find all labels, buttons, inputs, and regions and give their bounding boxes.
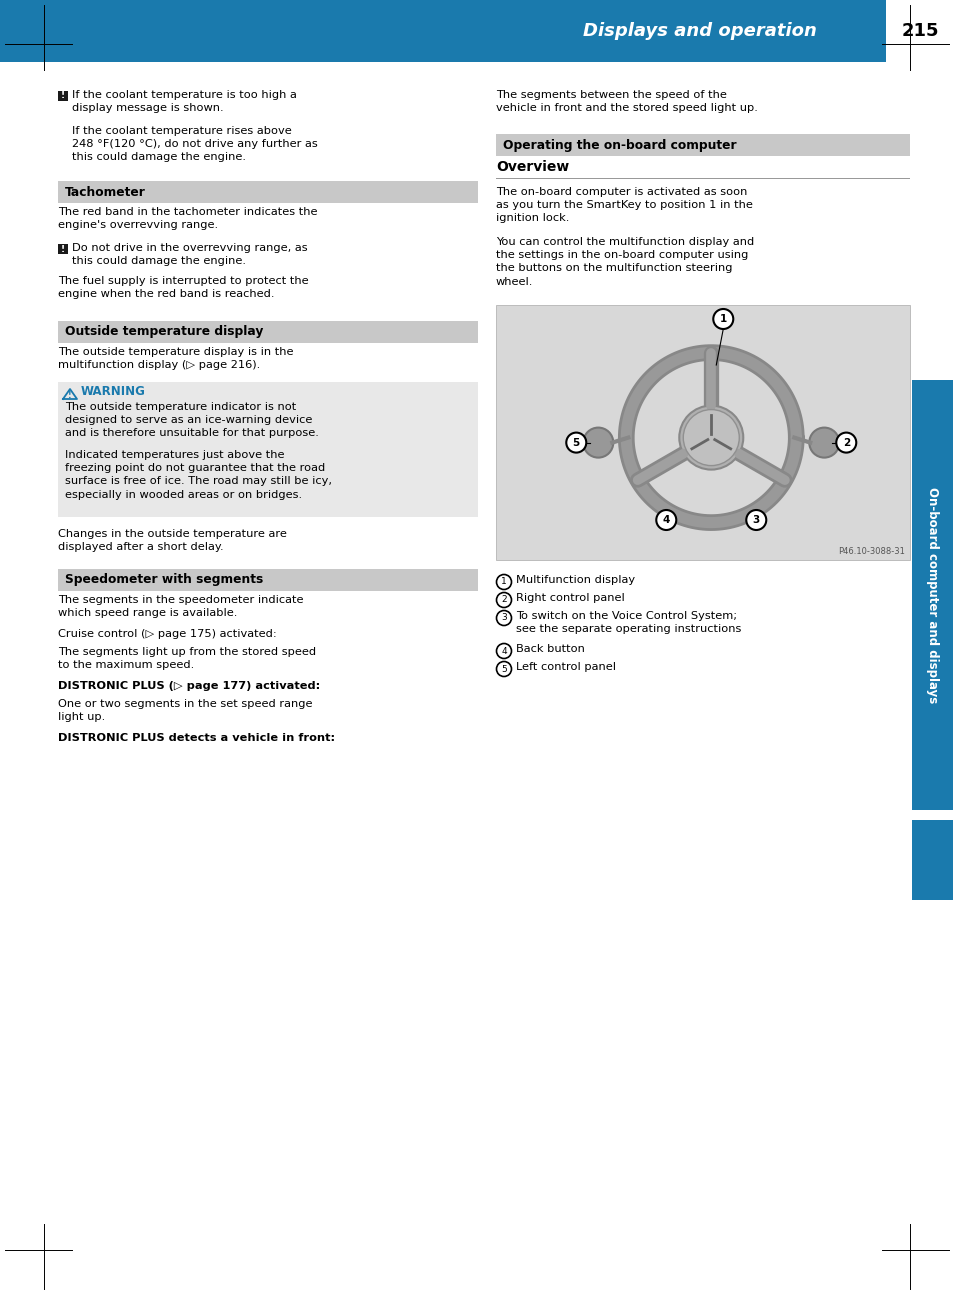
Text: 3: 3	[500, 613, 506, 622]
Text: Operating the on-board computer: Operating the on-board computer	[502, 138, 736, 151]
Bar	[885, 0, 887, 62]
Text: The outside temperature display is in the
multifunction display (▷ page 216).: The outside temperature display is in th…	[58, 347, 294, 370]
Text: Cruise control (▷ page 175) activated:: Cruise control (▷ page 175) activated:	[58, 629, 276, 639]
Text: Do not drive in the overrevving range, as
this could damage the engine.: Do not drive in the overrevving range, a…	[71, 243, 307, 267]
Circle shape	[496, 611, 511, 625]
Text: If the coolant temperature is too high a
display message is shown.: If the coolant temperature is too high a…	[71, 91, 296, 113]
Text: 215: 215	[901, 22, 938, 40]
Circle shape	[713, 309, 733, 329]
Circle shape	[745, 510, 765, 531]
Bar	[911, 380, 953, 810]
Bar	[58, 181, 477, 203]
Text: 1: 1	[719, 314, 726, 324]
Circle shape	[566, 432, 586, 453]
Text: One or two segments in the set speed range
light up.: One or two segments in the set speed ran…	[58, 699, 313, 722]
Bar	[58, 569, 477, 591]
Text: The segments light up from the stored speed
to the maximum speed.: The segments light up from the stored sp…	[58, 647, 315, 670]
Text: Multifunction display: Multifunction display	[516, 575, 635, 585]
Text: Tachometer: Tachometer	[65, 185, 146, 198]
Text: 4: 4	[662, 515, 669, 525]
Text: !: !	[68, 391, 71, 400]
Text: Right control panel: Right control panel	[516, 593, 624, 603]
Text: The segments in the speedometer indicate
which speed range is available.: The segments in the speedometer indicate…	[58, 595, 303, 619]
Bar	[496, 305, 909, 560]
Circle shape	[682, 410, 739, 466]
Text: 4: 4	[500, 647, 506, 656]
Text: Speedometer with segments: Speedometer with segments	[65, 573, 263, 586]
Bar	[911, 820, 953, 901]
Text: The fuel supply is interrupted to protect the
engine when the red band is reache: The fuel supply is interrupted to protec…	[58, 276, 309, 299]
Text: 5: 5	[500, 665, 506, 673]
Circle shape	[496, 575, 511, 590]
Circle shape	[496, 661, 511, 677]
Text: Outside temperature display: Outside temperature display	[65, 326, 263, 339]
Text: The segments between the speed of the
vehicle in front and the stored speed ligh: The segments between the speed of the ve…	[496, 91, 757, 113]
Bar	[0, 0, 953, 62]
Text: The outside temperature indicator is not
designed to serve as an ice-warning dev: The outside temperature indicator is not…	[65, 402, 318, 439]
Circle shape	[496, 593, 511, 607]
Text: Back button: Back button	[516, 644, 584, 653]
Text: Overview: Overview	[496, 160, 569, 173]
Text: 2: 2	[841, 437, 849, 448]
Text: On-board computer and displays: On-board computer and displays	[925, 487, 939, 703]
Circle shape	[656, 510, 676, 531]
Bar	[58, 382, 477, 518]
Bar	[58, 245, 68, 254]
Text: Indicated temperatures just above the
freezing point do not guarantee that the r: Indicated temperatures just above the fr…	[65, 450, 332, 499]
Text: WARNING: WARNING	[81, 386, 146, 399]
Text: The red band in the tachometer indicates the
engine's overrevving range.: The red band in the tachometer indicates…	[58, 207, 317, 230]
Bar	[58, 91, 68, 101]
Text: 1: 1	[500, 577, 506, 586]
Text: !: !	[61, 245, 65, 254]
Text: DISTRONIC PLUS (▷ page 177) activated:: DISTRONIC PLUS (▷ page 177) activated:	[58, 681, 320, 691]
Circle shape	[679, 405, 742, 470]
Bar	[496, 135, 909, 157]
Text: 5: 5	[572, 437, 579, 448]
Bar	[58, 321, 477, 343]
Text: Changes in the outside temperature are
displayed after a short delay.: Changes in the outside temperature are d…	[58, 529, 287, 553]
Text: You can control the multifunction display and
the settings in the on-board compu: You can control the multifunction displa…	[496, 237, 754, 286]
Bar	[887, 0, 953, 62]
Text: DISTRONIC PLUS detects a vehicle in front:: DISTRONIC PLUS detects a vehicle in fron…	[58, 732, 335, 743]
Text: Displays and operation: Displays and operation	[582, 22, 816, 40]
Text: If the coolant temperature rises above
248 °F(120 °C), do not drive any further : If the coolant temperature rises above 2…	[71, 126, 317, 163]
Circle shape	[496, 643, 511, 659]
Text: Left control panel: Left control panel	[516, 663, 616, 672]
Text: 3: 3	[752, 515, 760, 525]
Circle shape	[836, 432, 856, 453]
Text: !: !	[61, 92, 65, 101]
Text: 2: 2	[500, 595, 506, 604]
Text: To switch on the Voice Control System;
see the separate operating instructions: To switch on the Voice Control System; s…	[516, 611, 740, 634]
Circle shape	[808, 427, 839, 458]
Circle shape	[582, 427, 613, 458]
Text: P46.10-3088-31: P46.10-3088-31	[838, 547, 904, 556]
Text: The on-board computer is activated as soon
as you turn the SmartKey to position : The on-board computer is activated as so…	[496, 188, 752, 224]
